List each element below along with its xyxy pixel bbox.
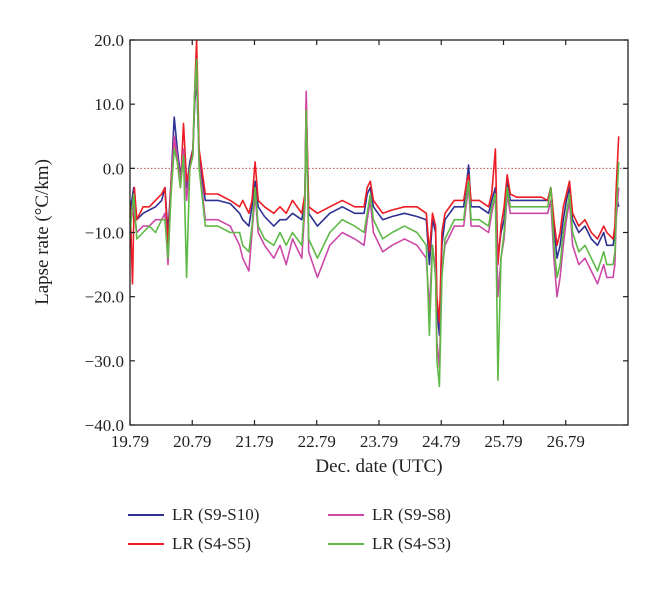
legend-label: LR (S9-S10)	[172, 505, 259, 524]
x-tick-label: 24.79	[422, 432, 460, 451]
x-tick-label: 21.79	[235, 432, 273, 451]
x-tick-label: 20.79	[173, 432, 211, 451]
series-line-2	[130, 40, 620, 324]
y-tick-label: 0.0	[103, 159, 124, 178]
legend: LR (S9-S10) LR (S9-S8) LR (S4-S5) LR (S4-S3…	[128, 505, 451, 553]
x-tick-label: 25.79	[484, 432, 522, 451]
y-axis-title: Lapse rate (°C/km)	[32, 159, 53, 305]
y-tick-label: −30.0	[85, 352, 124, 371]
x-tick-label: 22.79	[298, 432, 336, 451]
legend-label: LR (S9-S8)	[372, 505, 451, 524]
y-tick-label: 10.0	[94, 95, 124, 114]
x-axis: 19.79 20.79 21.79 22.79 23.79 24.79 25.79 26.79	[111, 40, 585, 451]
series-line-4	[130, 58, 620, 388]
y-tick-label: −40.0	[85, 416, 124, 435]
y-tick-label: −20.0	[85, 288, 124, 307]
y-tick-label: 20.0	[94, 31, 124, 50]
legend-label: LR (S4-S3)	[372, 534, 451, 553]
x-axis-title: Dec. date (UTC)	[315, 456, 442, 477]
series-line-3	[130, 71, 620, 369]
legend-label: LR (S4-S5)	[172, 534, 251, 553]
series-layer	[130, 40, 620, 388]
y-axis: −40.0 −30.0 −20.0 −10.0 0.0 10.0 20.0	[85, 31, 628, 435]
y-tick-label: −10.0	[85, 224, 124, 243]
x-tick-label: 26.79	[547, 432, 585, 451]
x-tick-label: 19.79	[111, 432, 149, 451]
x-tick-label: 23.79	[360, 432, 398, 451]
